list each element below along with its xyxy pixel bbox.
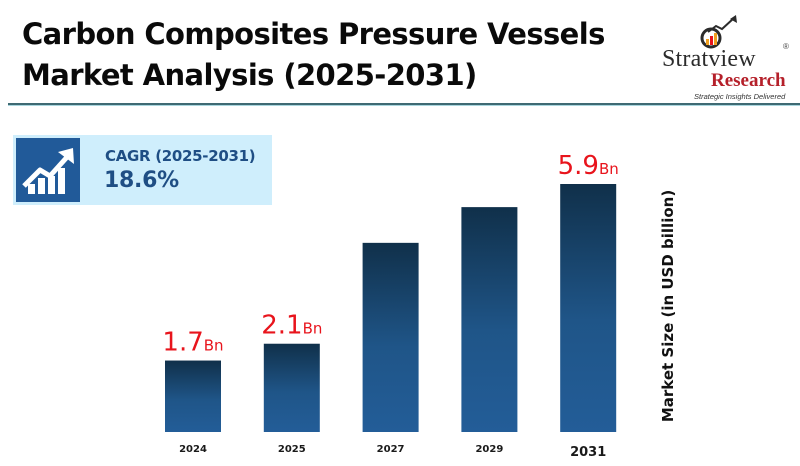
logo-tagline: Strategic Insights Delivered (694, 92, 786, 101)
cagr-card: CAGR (2025-2031) 18.6% (13, 135, 272, 205)
value-label: 2.1Bn (261, 311, 322, 341)
bar-2029 (461, 207, 518, 432)
value-label-unit: Bn (303, 320, 323, 338)
bar-2025 (263, 343, 320, 432)
value-label-unit: Bn (599, 160, 619, 178)
page-title: Carbon Composites Pressure Vessels Marke… (22, 14, 605, 96)
y-axis-label: Market Size (in USD billion) (659, 189, 677, 423)
bar-2024 (165, 360, 221, 432)
header-divider (8, 103, 800, 106)
x-tick-label: 2025 (278, 444, 306, 455)
cagr-value: 18.6% (104, 168, 179, 193)
value-label: 5.9Bn (558, 151, 619, 181)
growth-chart-arrow-icon (16, 138, 80, 202)
title-line-2: Market Analysis (2025-2031) (22, 58, 477, 92)
stratview-logo: Stratview ® Research Strategic Insights … (660, 14, 790, 101)
value-label-number: 2.1 (261, 311, 302, 341)
x-tick-label: 2024 (179, 444, 207, 455)
x-tick-label: 2027 (377, 444, 405, 455)
x-tick-label: 2031 (570, 445, 606, 460)
bar-2027 (362, 242, 419, 432)
value-label: 1.7Bn (162, 328, 223, 358)
title-line-1: Carbon Composites Pressure Vessels (22, 17, 605, 51)
bar-2031 (560, 184, 617, 432)
x-axis-ticks: 2024 2025 2027 2029 2031 (179, 444, 606, 460)
value-label-unit: Bn (204, 337, 224, 355)
value-label-number: 1.7 (162, 328, 203, 358)
logo-registered-mark: ® (783, 42, 789, 51)
cagr-label: CAGR (2025-2031) (105, 147, 256, 165)
magnifier-growth-chart-icon (700, 15, 737, 49)
logo-subbrand: Research (711, 70, 786, 91)
bars-group (165, 184, 617, 432)
x-tick-label: 2029 (475, 444, 503, 455)
logo-brand: Stratview (662, 46, 756, 72)
value-label-number: 5.9 (558, 151, 599, 181)
